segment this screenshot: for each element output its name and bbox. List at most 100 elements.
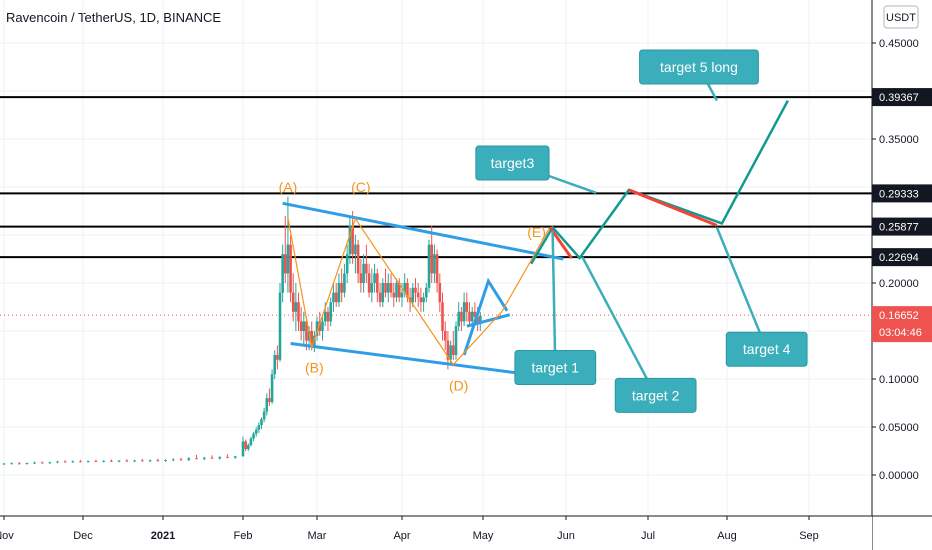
current-price-text: 0.16652 [879, 310, 919, 322]
target-label: target 2 [632, 387, 680, 403]
target-callout[interactable]: target 5 long [639, 49, 759, 102]
wave-label: (A) [279, 179, 298, 195]
candle [71, 460, 75, 463]
candle [2, 463, 6, 465]
candle [356, 239, 360, 283]
candle-body [460, 311, 463, 322]
target-callout[interactable]: target 1 [514, 231, 597, 385]
candle [86, 460, 90, 463]
candle [79, 459, 82, 463]
candle [252, 431, 255, 442]
target-callout[interactable]: target3 [475, 145, 597, 194]
target-pointer [581, 256, 657, 396]
candle [164, 459, 167, 462]
candle-body [71, 461, 75, 463]
candle-body [365, 263, 368, 274]
candle [425, 283, 428, 303]
target-callout[interactable]: target 4 [715, 226, 808, 367]
candle-body [332, 292, 335, 303]
triangle-line[interactable] [462, 277, 509, 356]
candle-body [443, 331, 447, 341]
y-tick-label: 0.20000 [879, 278, 919, 290]
x-tick-label: 2021 [151, 530, 175, 542]
candle-body [476, 316, 479, 324]
candle-body [454, 326, 458, 355]
candle [362, 254, 365, 293]
candle [392, 283, 396, 307]
level-price-label: 0.25877 [872, 217, 932, 236]
target-callout[interactable]: target 2 [581, 256, 697, 413]
price-axis-background [872, 0, 932, 550]
candle [435, 249, 439, 293]
candle [195, 454, 198, 460]
candle-body [468, 311, 471, 322]
candle [33, 461, 36, 464]
candle [348, 215, 352, 264]
channel-line[interactable] [282, 201, 564, 261]
projection-line-red[interactable] [628, 188, 718, 227]
projection-line-green[interactable] [530, 100, 789, 265]
candle [172, 458, 175, 462]
candle-body [281, 254, 284, 293]
wave-label: (D) [449, 378, 468, 394]
candle [365, 244, 368, 283]
level-price-box [872, 88, 932, 107]
candle-body [406, 283, 409, 298]
candle [329, 297, 333, 327]
currency-button[interactable]: USDT [883, 5, 919, 29]
x-tick-label: Jun [557, 530, 575, 542]
candle-body [286, 244, 290, 274]
candle-body [359, 273, 363, 283]
candle-body [94, 460, 98, 462]
candle [397, 278, 401, 303]
target-pointer [715, 226, 768, 350]
candle-body [10, 463, 13, 465]
candle [332, 283, 335, 312]
candle [315, 316, 319, 341]
candle-body [40, 462, 44, 464]
current-price-countdown: 03:04:46 [879, 327, 922, 339]
candle [63, 460, 67, 463]
candle [386, 273, 390, 303]
candle-body [2, 463, 6, 465]
candle [400, 283, 404, 307]
level-price-text: 0.29333 [879, 188, 919, 200]
candle [262, 407, 266, 423]
candle [273, 350, 277, 379]
candle [94, 459, 98, 463]
candle-body [156, 460, 160, 462]
wave-path[interactable] [287, 217, 551, 366]
candle [378, 283, 382, 307]
candle-body [291, 292, 295, 312]
candle [337, 273, 341, 307]
level-price-label: 0.39367 [872, 88, 932, 107]
candle-body [299, 321, 303, 331]
candle [340, 268, 343, 303]
candle-body [370, 283, 374, 293]
candle [433, 244, 436, 283]
candle [395, 278, 398, 303]
candle-body [334, 292, 338, 303]
candle-body [17, 463, 21, 465]
candle [233, 455, 237, 459]
wave-label: (C) [351, 179, 370, 195]
candle-body [283, 254, 287, 274]
candle-body [403, 283, 406, 293]
candle-body [362, 263, 365, 283]
candle [441, 292, 444, 341]
time-axis-background [0, 516, 872, 550]
candle-body [411, 287, 415, 303]
candle [268, 388, 271, 406]
x-tick-label: Dec [73, 530, 93, 542]
channel-line[interactable] [290, 341, 543, 378]
target-box [475, 145, 550, 181]
candle [427, 239, 431, 293]
candle-body [326, 311, 330, 322]
candle [187, 457, 191, 461]
chart-title: Ravencoin / TetherUS, 1D, BINANCE [6, 10, 222, 25]
candle [249, 436, 253, 447]
candle-body [241, 441, 245, 457]
candle-body [356, 244, 360, 274]
candle-body [422, 297, 425, 303]
